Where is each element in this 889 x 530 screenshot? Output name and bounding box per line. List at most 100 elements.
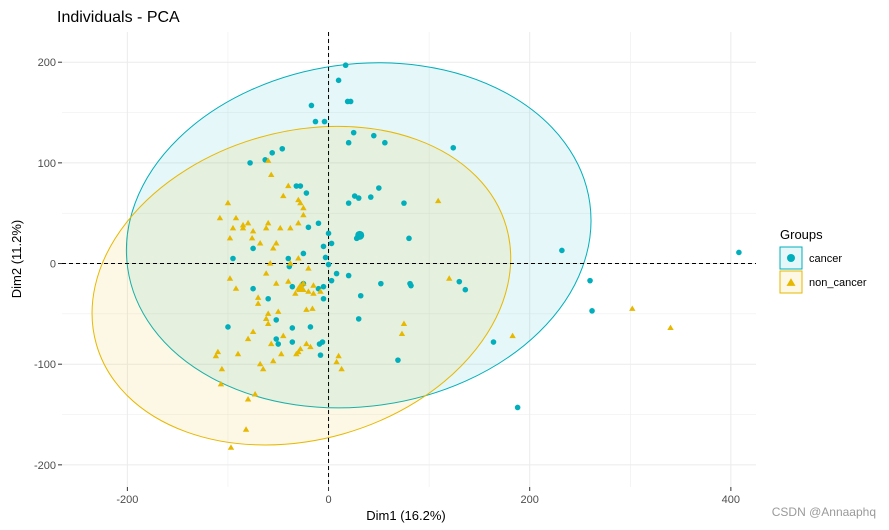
point-non_cancer <box>239 224 247 231</box>
point-cancer <box>587 277 593 284</box>
legend: Groups cancer non_cancer <box>779 227 867 294</box>
plot-grid <box>62 32 756 487</box>
point-cancer <box>289 339 296 345</box>
point-non_cancer <box>309 305 316 311</box>
point-cancer <box>297 183 304 189</box>
point-non_cancer <box>629 305 636 311</box>
point-non_cancer <box>254 300 262 306</box>
point-non_cancer <box>297 199 304 206</box>
point-non_cancer <box>264 157 272 163</box>
point-cancer <box>490 339 497 345</box>
point-non_cancer <box>229 224 237 231</box>
y-tick-label: -100 <box>34 359 56 371</box>
point-cancer <box>559 247 565 254</box>
watermark: CSDN @Annaaphq <box>772 505 876 519</box>
y-tick-label: -200 <box>34 460 56 472</box>
point-cancer <box>305 224 312 231</box>
point-cancer <box>328 240 335 247</box>
point-cancer <box>225 324 231 330</box>
point-non_cancer <box>446 275 453 281</box>
point-cancer <box>344 98 351 105</box>
point-non_cancer <box>262 270 270 276</box>
point-non_cancer <box>307 343 314 350</box>
point-non_cancer <box>251 391 259 397</box>
point-cancer <box>335 77 342 84</box>
point-non_cancer <box>226 275 234 281</box>
point-cancer <box>320 243 327 250</box>
y-tick-label: 100 <box>38 158 56 170</box>
point-cancer <box>378 280 384 287</box>
x-tick-label: -200 <box>116 494 138 506</box>
point-non_cancer <box>259 365 267 372</box>
point-cancer <box>308 102 315 109</box>
y-axis-label: Dim2 (11.2%) <box>9 220 24 299</box>
point-non_cancer <box>214 348 222 355</box>
point-non_cancer <box>234 350 242 357</box>
point-cancer <box>589 308 595 314</box>
point-non_cancer <box>270 245 277 251</box>
point-non_cancer <box>285 278 292 284</box>
point-non_cancer <box>262 315 270 321</box>
point-cancer <box>273 317 280 323</box>
point-cancer <box>407 280 413 287</box>
point-non_cancer <box>256 360 264 367</box>
point-non_cancer <box>244 335 252 342</box>
point-non_cancer <box>297 345 304 352</box>
point-cancer <box>285 255 292 262</box>
centroid-non_cancer <box>296 283 307 293</box>
point-non_cancer <box>244 219 252 226</box>
point-non_cancer <box>256 240 264 246</box>
point-non_cancer <box>268 171 275 178</box>
point-cancer <box>315 220 322 227</box>
point-cancer <box>456 278 463 285</box>
point-non_cancer <box>509 332 516 339</box>
point-cancer <box>406 235 412 242</box>
point-cancer <box>250 285 256 292</box>
point-non_cancer <box>398 330 406 337</box>
point-non_cancer <box>249 328 257 335</box>
point-layer <box>212 62 742 450</box>
point-non_cancer <box>270 357 277 364</box>
point-non_cancer <box>227 444 235 450</box>
legend-label-cancer: cancer <box>809 253 842 265</box>
point-non_cancer <box>285 182 292 189</box>
point-cancer <box>293 183 300 189</box>
point-cancer <box>269 149 276 156</box>
legend-title: Groups <box>780 227 823 242</box>
point-cancer <box>395 357 401 363</box>
point-non_cancer <box>244 396 252 402</box>
x-tick-label: 200 <box>521 494 539 506</box>
point-non_cancer <box>305 288 312 294</box>
point-non_cancer <box>232 285 240 291</box>
x-tick-label: 0 <box>325 494 331 506</box>
point-cancer <box>328 277 335 284</box>
point-non_cancer <box>300 211 307 218</box>
point-cancer <box>345 200 352 206</box>
point-non_cancer <box>317 288 324 294</box>
point-non_cancer <box>303 340 310 347</box>
axis-ticks: -200 0 200 400 -200 -100 0 100 200 <box>34 57 740 506</box>
point-non_cancer <box>224 199 232 206</box>
point-cancer <box>325 261 332 268</box>
centroid-cancer <box>355 230 365 240</box>
point-non_cancer <box>333 358 340 365</box>
point-non_cancer <box>249 227 257 234</box>
point-non_cancer <box>262 224 270 231</box>
point-non_cancer <box>295 219 302 226</box>
point-cancer <box>322 254 329 261</box>
point-cancer <box>367 194 374 200</box>
point-cancer <box>736 249 742 256</box>
point-cancer <box>320 295 327 302</box>
point-non_cancer <box>273 240 280 246</box>
point-cancer <box>325 230 332 237</box>
point-cancer <box>345 272 352 279</box>
legend-label-non_cancer: non_cancer <box>809 277 867 289</box>
point-cancer <box>382 139 388 146</box>
point-non_cancer <box>295 255 302 261</box>
legend-marker-cancer <box>787 254 795 262</box>
point-non_cancer <box>303 306 310 312</box>
point-non_cancer <box>226 234 234 241</box>
point-non_cancer <box>212 352 220 359</box>
point-non_cancer <box>280 192 287 199</box>
